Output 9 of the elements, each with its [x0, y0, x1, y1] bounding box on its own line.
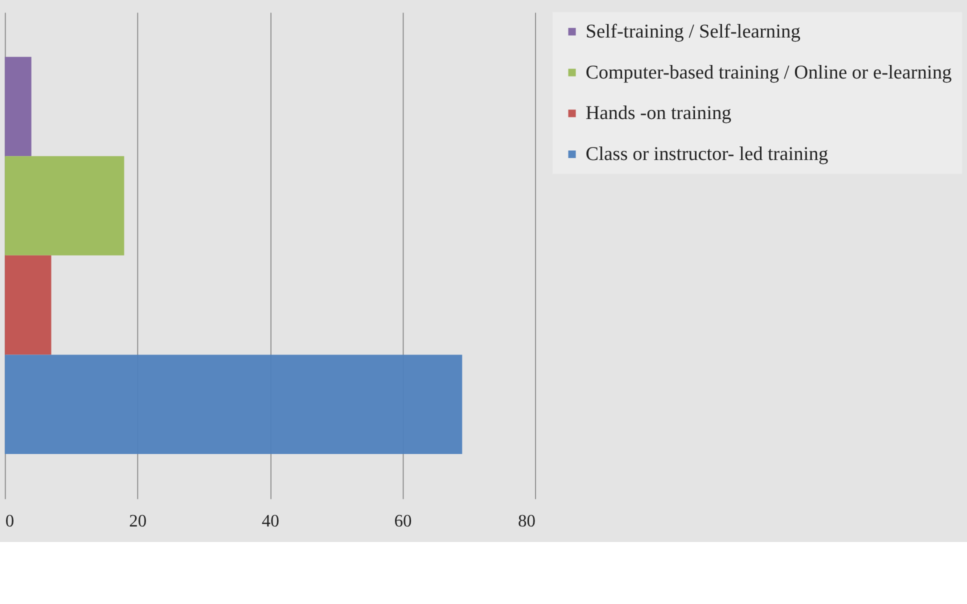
legend-label: Class or instructor- led training	[586, 144, 828, 166]
x-tick-label: 40	[262, 510, 280, 530]
legend-label: Self-training / Self-learning	[586, 22, 801, 43]
legend-label: Computer-based training / Online or e-learning	[586, 62, 952, 84]
legend-label: Hands -on training	[586, 103, 732, 124]
x-tick-label: 60	[394, 510, 412, 530]
x-tick-label: 20	[129, 510, 147, 530]
x-tick-label: 0	[5, 510, 14, 530]
x-tick-label: 80	[518, 510, 536, 530]
